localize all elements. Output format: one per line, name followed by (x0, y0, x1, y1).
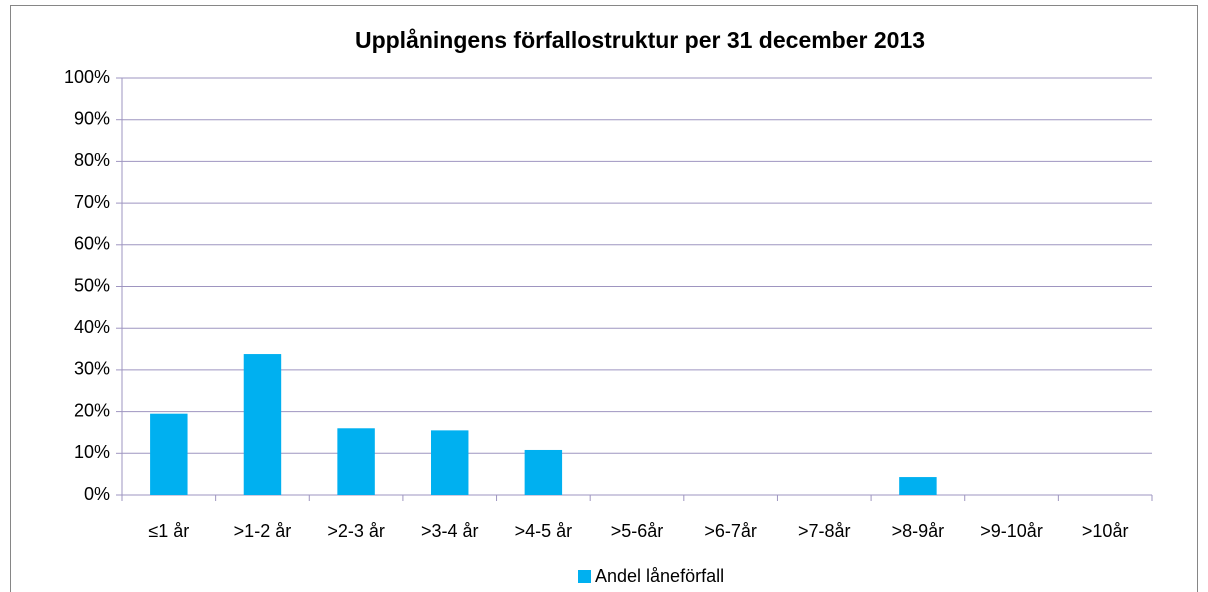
legend-label: Andel låneförfall (595, 566, 724, 586)
bar (524, 449, 563, 495)
x-tick-label: >2-3 år (327, 521, 385, 541)
y-tick-label: 20% (74, 400, 110, 420)
bar (150, 413, 188, 495)
y-tick-label: 10% (74, 442, 110, 462)
y-tick-label: 30% (74, 359, 110, 379)
bar (899, 477, 937, 495)
y-tick-label: 80% (74, 150, 110, 170)
y-tick-label: 70% (74, 192, 110, 212)
x-tick-label: ≤1 år (148, 521, 189, 541)
bar (431, 430, 469, 495)
chart-title: Upplåningens förfallostruktur per 31 dec… (355, 27, 925, 53)
chart-border (10, 5, 1198, 592)
bar (337, 428, 375, 495)
x-tick-label: >4-5 år (515, 521, 573, 541)
legend-swatch (578, 570, 591, 583)
x-tick-label: >1-2 år (234, 521, 292, 541)
x-tick-label: >3-4 år (421, 521, 479, 541)
y-tick-label: 0% (84, 484, 110, 504)
y-tick-label: 50% (74, 275, 110, 295)
y-tick-label: 60% (74, 234, 110, 254)
y-tick-label: 100% (64, 67, 110, 87)
x-tick-label: >7-8år (798, 521, 851, 541)
x-tick-label: >10år (1082, 521, 1129, 541)
y-tick-label: 90% (74, 108, 110, 128)
x-tick-label: >8-9år (892, 521, 945, 541)
x-tick-label: >9-10år (980, 521, 1043, 541)
x-tick-label: >6-7år (704, 521, 757, 541)
x-tick-label: >5-6år (611, 521, 664, 541)
bar (243, 354, 282, 495)
y-tick-label: 40% (74, 317, 110, 337)
